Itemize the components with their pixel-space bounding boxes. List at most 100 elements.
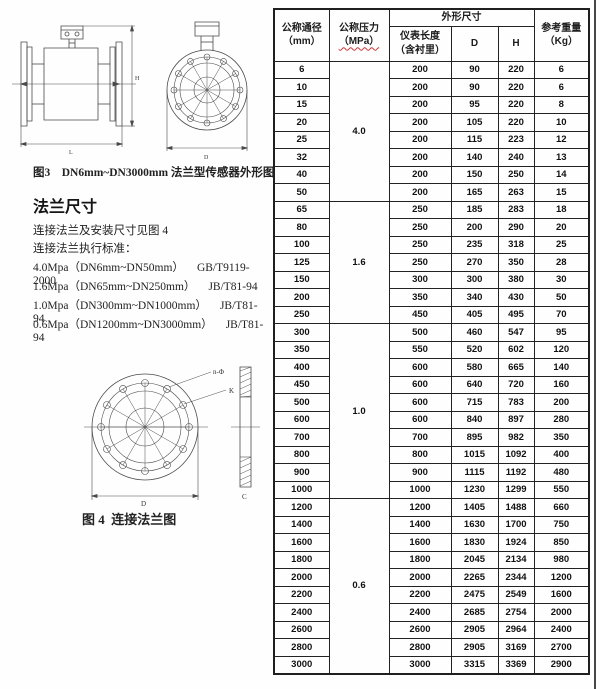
- table-row: 15 200 95 220 8: [273, 95, 590, 114]
- flange-note-line1: 连接法兰及安装尺寸见图 4: [33, 225, 169, 237]
- table-row: 2600 2600 2905 2964 2400: [273, 620, 590, 639]
- standard-range: 1.6Mpa（DN65mm~DN250mm）: [33, 281, 196, 293]
- cell-length: 1600: [388, 533, 452, 552]
- cell-h: 3369: [497, 655, 535, 674]
- table-row: 500 600 715 783 200: [273, 393, 590, 412]
- cell-h: 220: [497, 113, 535, 132]
- cell-h: 318: [497, 235, 535, 254]
- cell-weight: 50: [533, 288, 590, 307]
- cell-pressure: 1.6: [328, 200, 390, 324]
- standard-line: 1.0Mpa（DN300mm~DN1000mm） JB/T81-94: [33, 297, 268, 325]
- center-arrow-left: [21, 82, 27, 86]
- table-row: 1400 1400 1630 1700 750: [273, 515, 590, 534]
- cell-weight: 8: [533, 95, 590, 114]
- cell-length: 200: [388, 113, 452, 132]
- cell-d: 840: [450, 410, 499, 429]
- cell-h: 1488: [497, 498, 535, 517]
- cell-length: 200: [388, 148, 452, 167]
- page-edge-line: [594, 0, 596, 689]
- cell-d: 2685: [450, 603, 499, 622]
- cell-dn: 1800: [273, 550, 330, 569]
- cell-d: 2265: [450, 568, 499, 587]
- table-row: 150 300 300 380 30: [273, 270, 590, 289]
- cell-dn: 10: [273, 78, 330, 97]
- junction-box: [61, 26, 83, 48]
- cell-d: 460: [450, 323, 499, 342]
- cell-weight: 550: [533, 480, 590, 499]
- k-leader: K: [184, 387, 234, 404]
- cell-dn: 500: [273, 393, 330, 412]
- cell-d: 405: [450, 305, 499, 324]
- cell-weight: 2700: [533, 638, 590, 657]
- cell-length: 2200: [388, 585, 452, 604]
- header-meter-length: 仪表长度 （含衬里）: [388, 25, 452, 62]
- cell-h: 283: [497, 200, 535, 219]
- cell-dn: 2800: [273, 638, 330, 657]
- header-reference-weight: 参考重量 （Kg）: [533, 8, 590, 62]
- connecting-flange-drawing: n-Φ K D: [48, 352, 263, 508]
- cell-length: 200: [388, 60, 452, 79]
- cell-weight: 660: [533, 498, 590, 517]
- cell-length: 2800: [388, 638, 452, 657]
- cell-h: 2344: [497, 568, 535, 587]
- svg-text:C: C: [242, 493, 247, 501]
- table-row: 32 200 140 240 13: [273, 148, 590, 167]
- cell-h: 3169: [497, 638, 535, 657]
- cell-weight: 750: [533, 515, 590, 534]
- cell-h: 223: [497, 130, 535, 149]
- cell-length: 1400: [388, 515, 452, 534]
- table-row: 350 550 520 602 120: [273, 340, 590, 359]
- header-outline-dimensions: 外形尺寸: [388, 8, 535, 27]
- table-row: 50 200 165 263 15: [273, 183, 590, 202]
- table-row: 1200 0.6 1200 1405 1488 660: [273, 498, 590, 674]
- cell-h: 1299: [497, 480, 535, 499]
- cell-h: 665: [497, 358, 535, 377]
- standard-code: JB/T81-94: [33, 319, 264, 344]
- cell-length: 600: [388, 410, 452, 429]
- cell-weight: 6: [533, 60, 590, 79]
- cell-d: 1630: [450, 515, 499, 534]
- cell-h: 350: [497, 253, 535, 272]
- header-nominal-diameter: 公称通径 （mm）: [273, 8, 330, 62]
- cell-weight: 1600: [533, 585, 590, 604]
- table-row: 3000 3000 3315 3369 2900: [273, 655, 590, 674]
- cell-weight: 20: [533, 218, 590, 237]
- dimension-table: 公称通径 （mm） 公称压力 （MPa） 外形尺寸 参考重量 （Kg） 仪表长度…: [273, 8, 591, 675]
- l-dimension: L: [21, 126, 122, 156]
- cell-d: 200: [450, 218, 499, 237]
- cell-dn: 15: [273, 95, 330, 114]
- cell-weight: 18: [533, 200, 590, 219]
- table-row: 2200 2200 2475 2549 1600: [273, 585, 590, 604]
- cell-d: 715: [450, 393, 499, 412]
- cell-dn: 800: [273, 445, 330, 464]
- standard-range: 0.6Mpa（DN1200mm~DN3000mm）: [33, 319, 213, 331]
- table-row: 100 250 235 318 25: [273, 235, 590, 254]
- table-row: 600 600 840 897 280: [273, 410, 590, 429]
- cell-length: 600: [388, 375, 452, 394]
- cell-length: 250: [388, 200, 452, 219]
- cell-dn: 700: [273, 428, 330, 447]
- cell-d: 185: [450, 200, 499, 219]
- cell-d: 270: [450, 253, 499, 272]
- cell-length: 200: [388, 183, 452, 202]
- cell-h: 1700: [497, 515, 535, 534]
- dimension-table-body: 6 4.0 200 90 220 6 10 200 90 220 6 15 200 95 220 8 20 200…: [273, 60, 590, 674]
- sensor-side-view-drawing: H L: [8, 20, 140, 156]
- cell-d: 105: [450, 113, 499, 132]
- cell-dn: 3000: [273, 655, 330, 674]
- figure3-caption: 图3 DN6mm~DN3000mm 法兰型传感器外形图: [33, 167, 275, 179]
- cell-weight: 12: [533, 130, 590, 149]
- cell-dn: 150: [273, 270, 330, 289]
- cell-dn: 20: [273, 113, 330, 132]
- d-dimension: D: [167, 90, 247, 161]
- cell-weight: 13: [533, 148, 590, 167]
- cell-h: 547: [497, 323, 535, 342]
- spokes: [174, 57, 240, 123]
- table-row: 10 200 90 220 6: [273, 78, 590, 97]
- cell-d: 95: [450, 95, 499, 114]
- standard-range: 4.0Mpa（DN6mm~DN50mm）: [33, 262, 184, 274]
- standard-code: GB/T9119-2000: [33, 262, 250, 287]
- svg-text:H: H: [135, 76, 140, 82]
- cell-weight: 400: [533, 445, 590, 464]
